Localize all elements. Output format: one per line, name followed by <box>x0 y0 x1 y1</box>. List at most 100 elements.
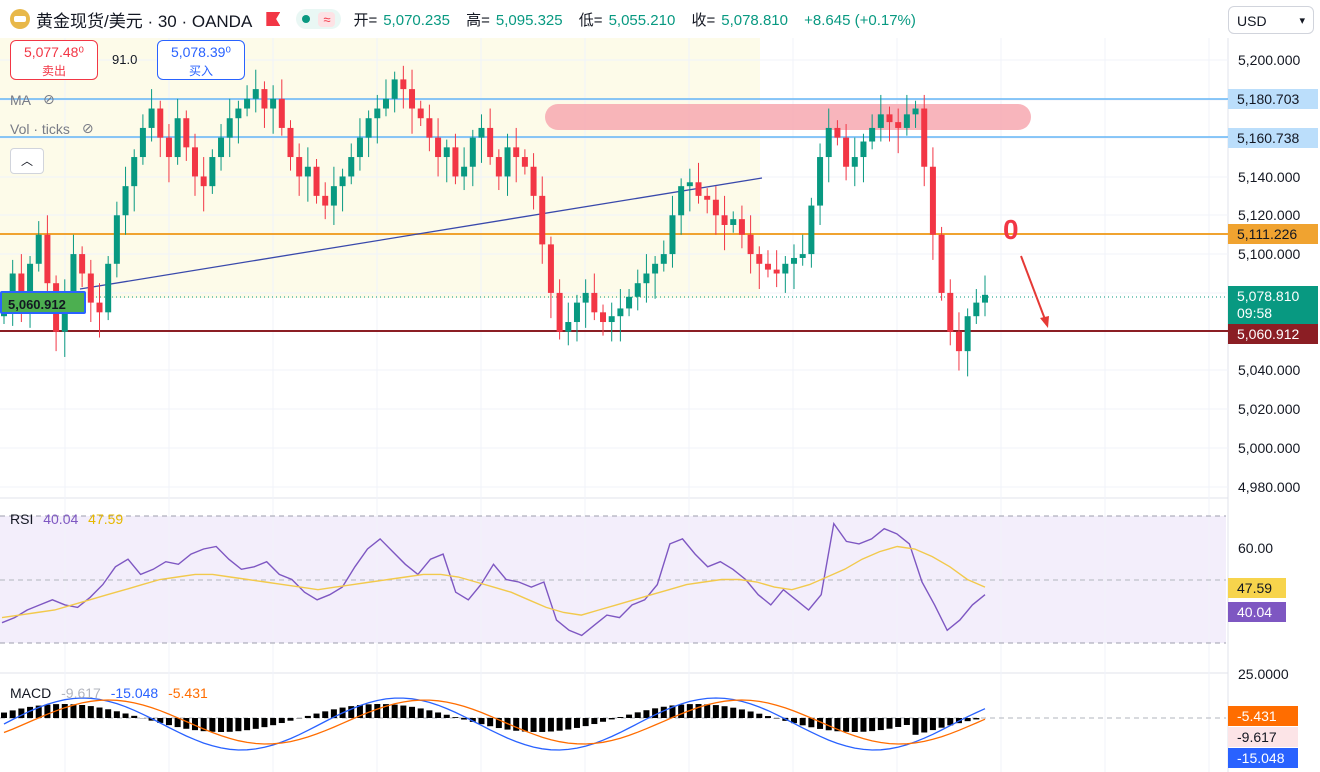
macd-histogram-bar <box>87 706 94 718</box>
sell-button[interactable]: 5,077.48⁰ 卖出 <box>10 40 98 80</box>
macd-histogram-bar <box>461 718 468 720</box>
macd-legend[interactable]: MACD -9.617 -15.048 -5.431 <box>10 685 208 701</box>
candle <box>139 127 146 158</box>
axis-tick: 5,140.000 <box>1238 169 1301 185</box>
candle <box>686 182 693 187</box>
flag-icon[interactable] <box>266 12 281 26</box>
macd-histogram-bar <box>521 718 528 732</box>
candle <box>773 269 780 274</box>
candle <box>530 166 537 196</box>
candle <box>278 98 285 128</box>
candle <box>339 176 346 187</box>
macd-tag[interactable]: -15.048 <box>1228 748 1298 768</box>
macd-histogram-bar <box>556 718 563 731</box>
candle <box>573 302 580 323</box>
candle <box>18 273 25 303</box>
buy-button[interactable]: 5,078.39⁰ 买入 <box>157 40 245 80</box>
candle <box>87 273 94 303</box>
candle <box>452 147 459 177</box>
buy-price: 5,078.39⁰ <box>170 44 232 60</box>
annotation-zero[interactable]: 0 <box>1003 214 1019 245</box>
macd-histogram-bar <box>756 713 763 718</box>
eye-hidden-icon[interactable]: ⊘ <box>81 120 94 136</box>
candle <box>226 118 233 138</box>
macd-histogram-bar <box>947 718 954 726</box>
macd-histogram-bar <box>417 708 424 718</box>
macd-histogram-bar <box>530 718 537 732</box>
sell-label: 卖出 <box>41 64 66 78</box>
symbol-title[interactable]: 黄金现货/美元 · 30 · OANDA <box>36 11 253 31</box>
left-support-label[interactable]: 5,060.912 <box>0 291 86 314</box>
candle <box>209 157 216 187</box>
support-tag[interactable]: 5,060.912 <box>1228 324 1318 344</box>
orange-level-tag[interactable]: 5,111.226 <box>1228 224 1318 244</box>
macd-histogram-bar <box>626 714 633 718</box>
macd-histogram-bar <box>539 718 546 732</box>
rsi-value: 40.04 <box>43 511 79 527</box>
macd-histogram-bar <box>495 718 502 729</box>
candle <box>174 118 181 158</box>
candle <box>608 316 615 323</box>
candle <box>712 199 719 216</box>
candle <box>521 157 528 167</box>
candle <box>834 127 841 138</box>
rsi-ma-tag[interactable]: 47.59 <box>1228 578 1286 598</box>
macd-histogram-bar <box>973 718 980 720</box>
candle <box>547 244 554 293</box>
candle <box>200 176 207 187</box>
macd-histogram-bar <box>469 718 476 722</box>
candle <box>495 157 502 177</box>
candle <box>617 308 624 317</box>
candle <box>218 137 225 158</box>
candle <box>35 234 42 264</box>
resistance-tag-1[interactable]: 5,180.703 <box>1228 89 1318 109</box>
macd-signal-tag[interactable]: -5.431 <box>1228 706 1298 726</box>
candle <box>270 98 277 109</box>
ma-indicator[interactable]: MA ⊘ <box>10 91 55 108</box>
last-price-tag[interactable]: 5,078.810 09:58 <box>1228 286 1318 324</box>
candle <box>929 166 936 235</box>
macd-hist-tag[interactable]: -9.617 <box>1228 727 1298 747</box>
macd-histogram-bar <box>929 718 936 731</box>
macd-histogram-bar <box>895 718 902 727</box>
macd-histogram-bar <box>1 712 7 718</box>
collapse-indicators-button[interactable]: ︿ <box>10 148 44 174</box>
macd-histogram-bar <box>695 704 702 718</box>
candle <box>70 254 77 293</box>
macd-value: -15.048 <box>110 685 159 701</box>
eye-hidden-icon[interactable]: ⊘ <box>43 91 55 107</box>
market-status[interactable]: ≈ <box>296 9 342 29</box>
candle <box>600 312 607 323</box>
candle <box>652 263 659 274</box>
candle <box>244 98 251 109</box>
candle <box>817 157 824 206</box>
resistance-tag-2[interactable]: 5,160.738 <box>1228 128 1318 148</box>
candle <box>964 316 971 352</box>
bar-countdown: 09:58 <box>1237 305 1273 321</box>
macd-histogram-bar <box>730 707 737 718</box>
axis-tick: 5,000.000 <box>1238 440 1301 456</box>
rsi-legend[interactable]: RSI 40.04 47.59 <box>10 511 124 527</box>
candle <box>261 89 268 109</box>
gold-symbol-icon[interactable] <box>10 9 30 29</box>
macd-histogram-bar <box>634 712 641 718</box>
last-price: 5,078.810 <box>1237 288 1300 304</box>
arrow-head-icon <box>1040 316 1049 328</box>
macd-histogram-bar <box>817 718 824 729</box>
macd-histogram-bar <box>374 704 381 718</box>
currency-select[interactable]: USD ▾ <box>1228 6 1314 34</box>
volume-indicator[interactable]: Vol · ticks ⊘ <box>10 120 94 137</box>
macd-histogram-bar <box>79 705 86 718</box>
candle <box>556 292 563 332</box>
macd-histogram-bar <box>487 718 494 727</box>
rsi-ma-line <box>1 545 986 619</box>
macd-histogram-bar <box>652 708 659 718</box>
candle <box>1 312 7 317</box>
candle <box>921 108 928 167</box>
candle <box>539 195 546 245</box>
rsi-tag[interactable]: 40.04 <box>1228 602 1286 622</box>
buy-label: 买入 <box>188 64 213 78</box>
macd-histogram-bar <box>157 718 164 723</box>
macd-histogram-bar <box>148 718 155 721</box>
